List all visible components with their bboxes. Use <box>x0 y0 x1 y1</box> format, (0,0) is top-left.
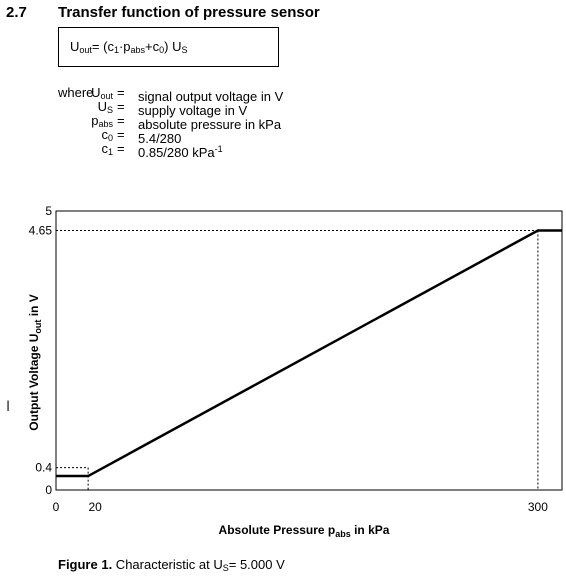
definition-symbol: pabs <box>91 113 113 130</box>
section-title: Transfer function of pressure sensor <box>58 4 320 21</box>
y-tick-label: 4.65 <box>29 224 53 238</box>
definition-symbol: Uout <box>91 85 113 102</box>
definition-symbol: c1 <box>101 141 113 158</box>
transfer-curve <box>56 229 562 478</box>
formula: Uout= (c1·pabs+c0) US <box>70 39 188 55</box>
plot-frame <box>55 210 563 491</box>
definition-description: signal output voltage in V <box>138 89 284 104</box>
definition-equals: = <box>117 99 125 114</box>
y-tick-label: 0.4 <box>35 461 52 475</box>
definition-description: supply voltage in V <box>138 103 248 118</box>
definition-equals: = <box>117 141 125 156</box>
x-axis-label: Absolute Pressure pabs in kPa <box>219 523 390 539</box>
figure-caption: Figure 1. Characteristic at US= 5.000 V <box>58 557 285 573</box>
x-tick-label: 20 <box>88 500 102 514</box>
definition-equals: = <box>117 113 125 128</box>
x-tick-label: 0 <box>53 500 60 514</box>
section-number: 2.7 <box>6 4 27 21</box>
definitions-where: where <box>58 85 94 100</box>
definition-symbol: c0 <box>101 127 113 144</box>
definition-symbol: US <box>97 99 113 116</box>
definition-description: 0.85/280 kPa-1 <box>138 144 223 160</box>
definition-description: absolute pressure in kPa <box>138 117 282 132</box>
x-tick-label: 300 <box>528 500 548 514</box>
y-axis-label: Output Voltage Uout in V <box>27 294 43 430</box>
text-cursor-icon: I <box>6 399 11 415</box>
definition-equals: = <box>117 127 125 142</box>
definition-description: 5.4/280 <box>138 131 182 146</box>
y-tick-label: 0 <box>45 483 52 497</box>
formula-box <box>58 27 279 67</box>
definition-equals: = <box>117 85 125 100</box>
y-tick-label: 5 <box>45 204 52 218</box>
transfer-characteristic-chart: 0 0.4 4.65 5 0 20 300 Absolute Pressure pabs in… <box>27 204 563 539</box>
